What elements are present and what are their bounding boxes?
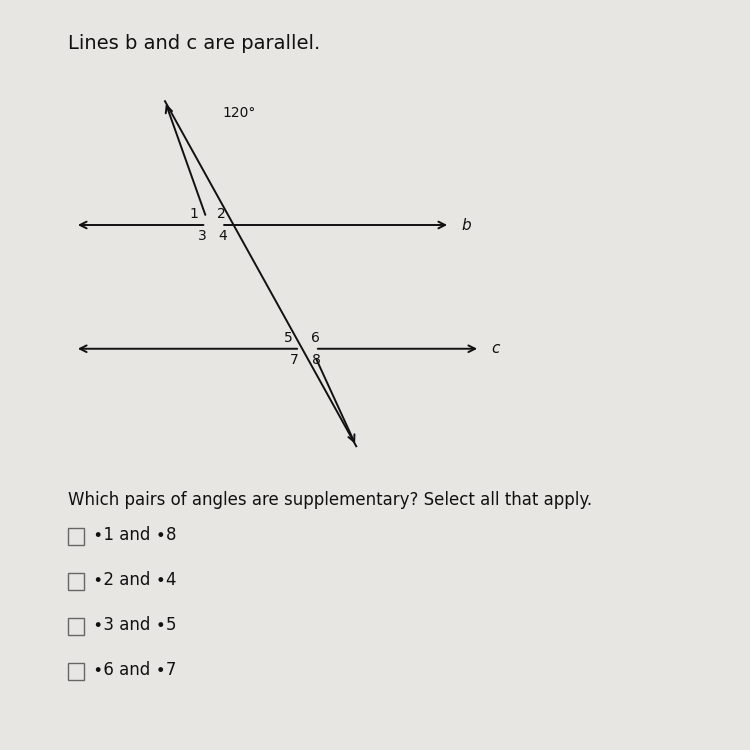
Text: 1: 1 xyxy=(190,207,199,221)
Text: Which pairs of angles are supplementary? Select all that apply.: Which pairs of angles are supplementary?… xyxy=(68,491,592,509)
Text: 5: 5 xyxy=(284,331,292,345)
Text: 8: 8 xyxy=(312,352,321,367)
Text: ∙2 and ∙4: ∙2 and ∙4 xyxy=(93,571,176,589)
Bar xyxy=(68,663,84,680)
Text: b: b xyxy=(461,217,471,232)
Text: 120°: 120° xyxy=(223,106,256,120)
Text: 3: 3 xyxy=(197,229,206,243)
Bar xyxy=(68,528,84,544)
Text: 7: 7 xyxy=(290,352,298,367)
Text: c: c xyxy=(491,341,500,356)
Text: ∙3 and ∙5: ∙3 and ∙5 xyxy=(93,616,176,634)
Text: 6: 6 xyxy=(310,331,320,345)
Text: 4: 4 xyxy=(218,229,227,243)
Text: Lines b and c are parallel.: Lines b and c are parallel. xyxy=(68,34,320,53)
Bar xyxy=(68,618,84,634)
Bar xyxy=(68,573,84,590)
Text: ∙6 and ∙7: ∙6 and ∙7 xyxy=(93,661,176,679)
Text: 2: 2 xyxy=(217,207,226,221)
Text: ∙1 and ∙8: ∙1 and ∙8 xyxy=(93,526,176,544)
